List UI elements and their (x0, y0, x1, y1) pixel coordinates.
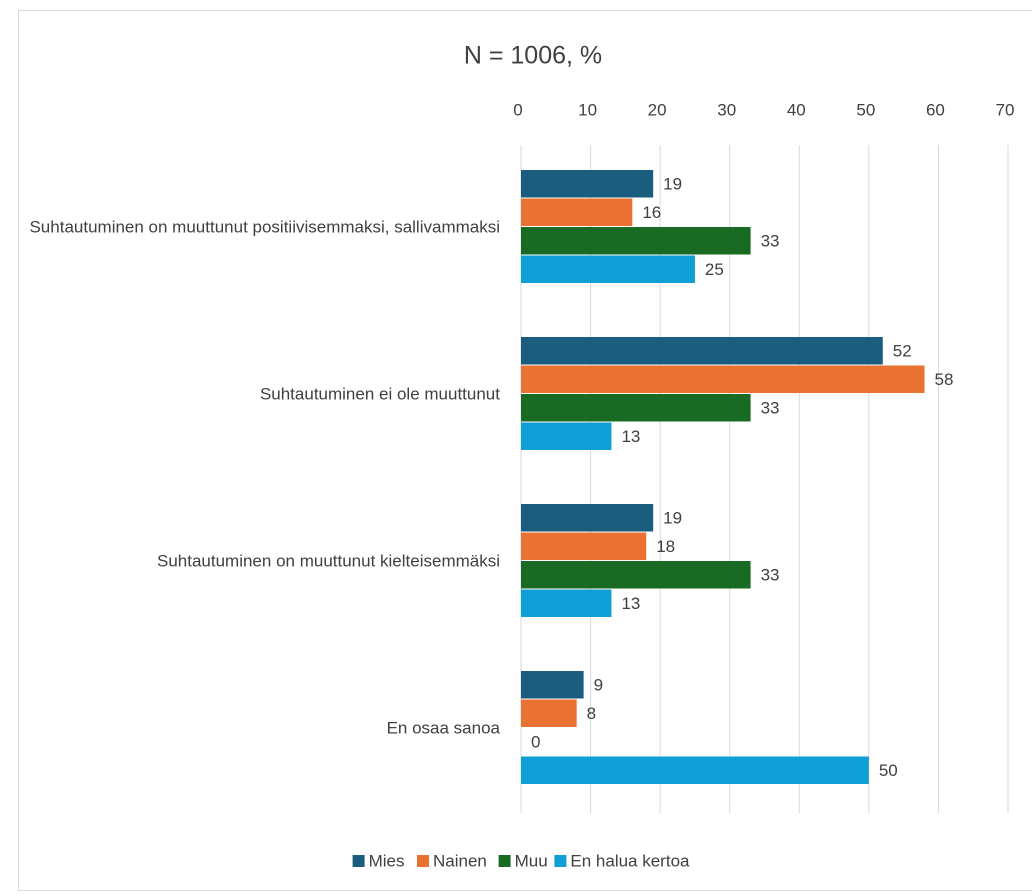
data-label: 9 (594, 676, 603, 695)
data-label: 52 (893, 342, 912, 361)
x-tick-label: 20 (648, 100, 667, 119)
bar (521, 671, 584, 699)
bar (521, 255, 695, 283)
data-label: 58 (935, 370, 954, 389)
y-tick-label: Suhtautuminen on muuttunut positiivisemm… (29, 217, 500, 237)
data-label: 8 (587, 704, 596, 723)
legend-swatch (417, 855, 429, 867)
bar (521, 699, 577, 727)
data-label: 19 (663, 509, 682, 528)
data-label: 33 (761, 399, 780, 418)
bar (521, 337, 883, 365)
chart-border (18, 10, 1032, 891)
bar (521, 532, 647, 560)
data-label: 19 (663, 175, 682, 194)
bar (521, 422, 612, 450)
x-tick-label: 10 (578, 100, 597, 119)
y-tick-label: Suhtautuminen on muuttunut kielteisemmäk… (156, 551, 500, 571)
x-tick-label: 30 (717, 100, 736, 119)
bar (521, 198, 633, 226)
data-label: 16 (642, 203, 661, 222)
data-label: 33 (761, 232, 780, 251)
legend-swatch (554, 855, 567, 867)
legend-label: Mies (369, 851, 405, 870)
data-label: 25 (705, 260, 724, 279)
legend-swatch (352, 855, 365, 867)
data-label: 50 (879, 761, 898, 780)
x-tick-label: 0 (513, 100, 522, 119)
legend-label: Muu (515, 851, 548, 870)
data-label: 33 (761, 566, 780, 585)
data-label: 13 (621, 427, 640, 446)
bar (521, 589, 612, 617)
y-tick-label: En osaa sanoa (386, 718, 500, 738)
bar (521, 561, 751, 589)
data-label: 0 (531, 733, 540, 752)
legend-swatch (498, 855, 511, 867)
bar (521, 365, 925, 393)
legend-label: En halua kertoa (570, 851, 690, 870)
bar (521, 170, 654, 198)
y-tick-label: Suhtautuminen ei ole muuttunut (259, 384, 500, 404)
x-tick-label: 50 (856, 100, 875, 119)
chart-title: N = 1006, % (464, 42, 602, 70)
x-tick-label: 40 (787, 100, 806, 119)
x-tick-label: 70 (996, 100, 1015, 119)
legend-label: Nainen (433, 851, 487, 870)
data-label: 18 (656, 537, 675, 556)
bar (521, 394, 751, 422)
bar (521, 504, 654, 532)
data-label: 13 (621, 594, 640, 613)
bar (521, 756, 869, 784)
bar (521, 227, 751, 255)
x-tick-label: 60 (926, 100, 945, 119)
